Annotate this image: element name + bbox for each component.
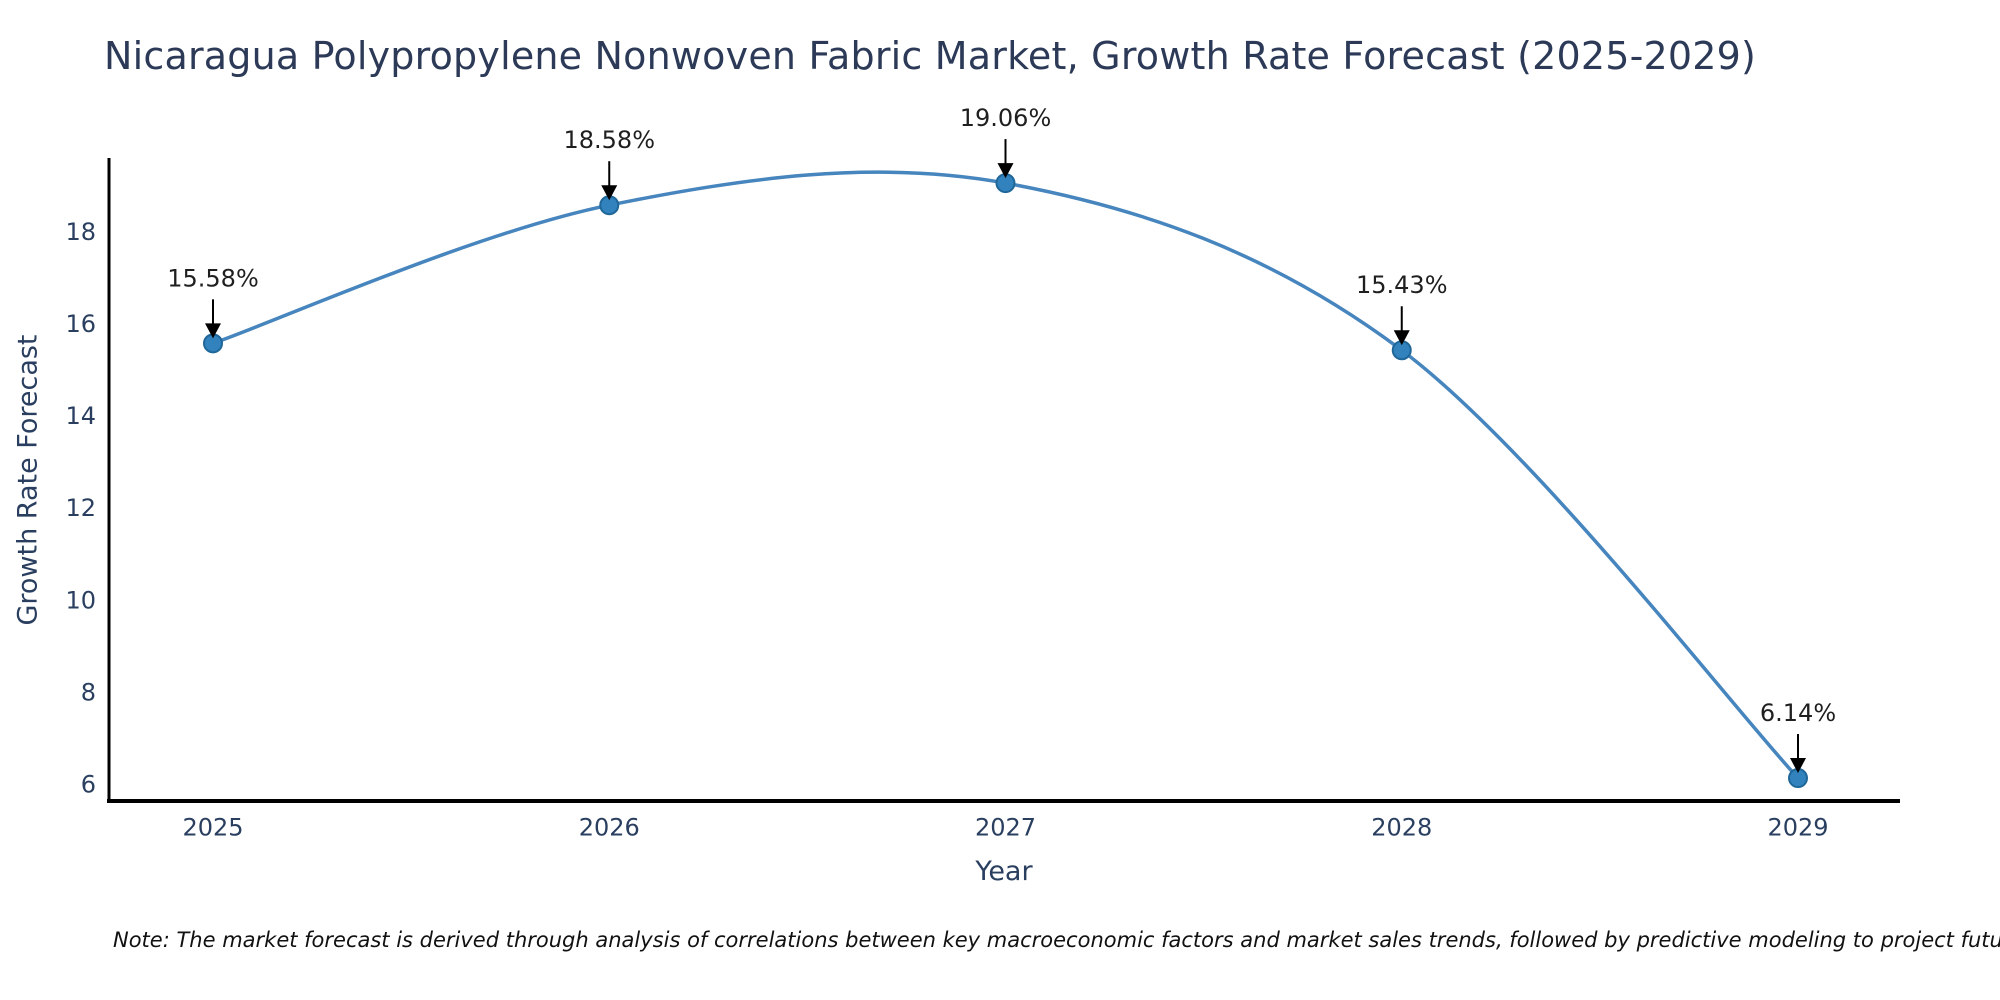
y-tick-label: 12 — [65, 494, 96, 522]
y-tick-label: 6 — [81, 771, 96, 799]
annotation-arrowhead — [1790, 758, 1806, 774]
y-tick-label: 16 — [65, 310, 96, 338]
data-point-label: 6.14% — [1760, 699, 1836, 727]
x-tick-label: 2026 — [579, 814, 640, 842]
data-point-label: 15.43% — [1356, 271, 1448, 299]
chart-title: Nicaragua Polypropylene Nonwoven Fabric … — [104, 34, 1757, 78]
annotation-arrowhead — [205, 323, 221, 339]
forecast-note: Note: The market forecast is derived thr… — [113, 928, 2000, 952]
x-tick-label: 2025 — [182, 814, 243, 842]
y-tick-label: 10 — [65, 586, 96, 614]
annotation-arrowhead — [997, 163, 1014, 179]
data-point-label: 18.58% — [563, 126, 655, 154]
y-tick-label: 18 — [65, 218, 96, 246]
annotation-arrowhead — [601, 185, 618, 201]
data-point-label: 15.58% — [167, 264, 259, 292]
annotation-arrowhead — [1393, 330, 1410, 346]
x-tick-label: 2027 — [975, 814, 1036, 842]
forecast-line — [211, 170, 1800, 780]
x-tick-label: 2028 — [1371, 814, 1432, 842]
x-axis-title: Year — [975, 856, 1033, 887]
x-tick-label: 2029 — [1767, 814, 1828, 842]
y-tick-label: 14 — [65, 402, 96, 430]
data-point-label: 19.06% — [960, 104, 1052, 132]
y-tick-label: 8 — [81, 678, 96, 706]
